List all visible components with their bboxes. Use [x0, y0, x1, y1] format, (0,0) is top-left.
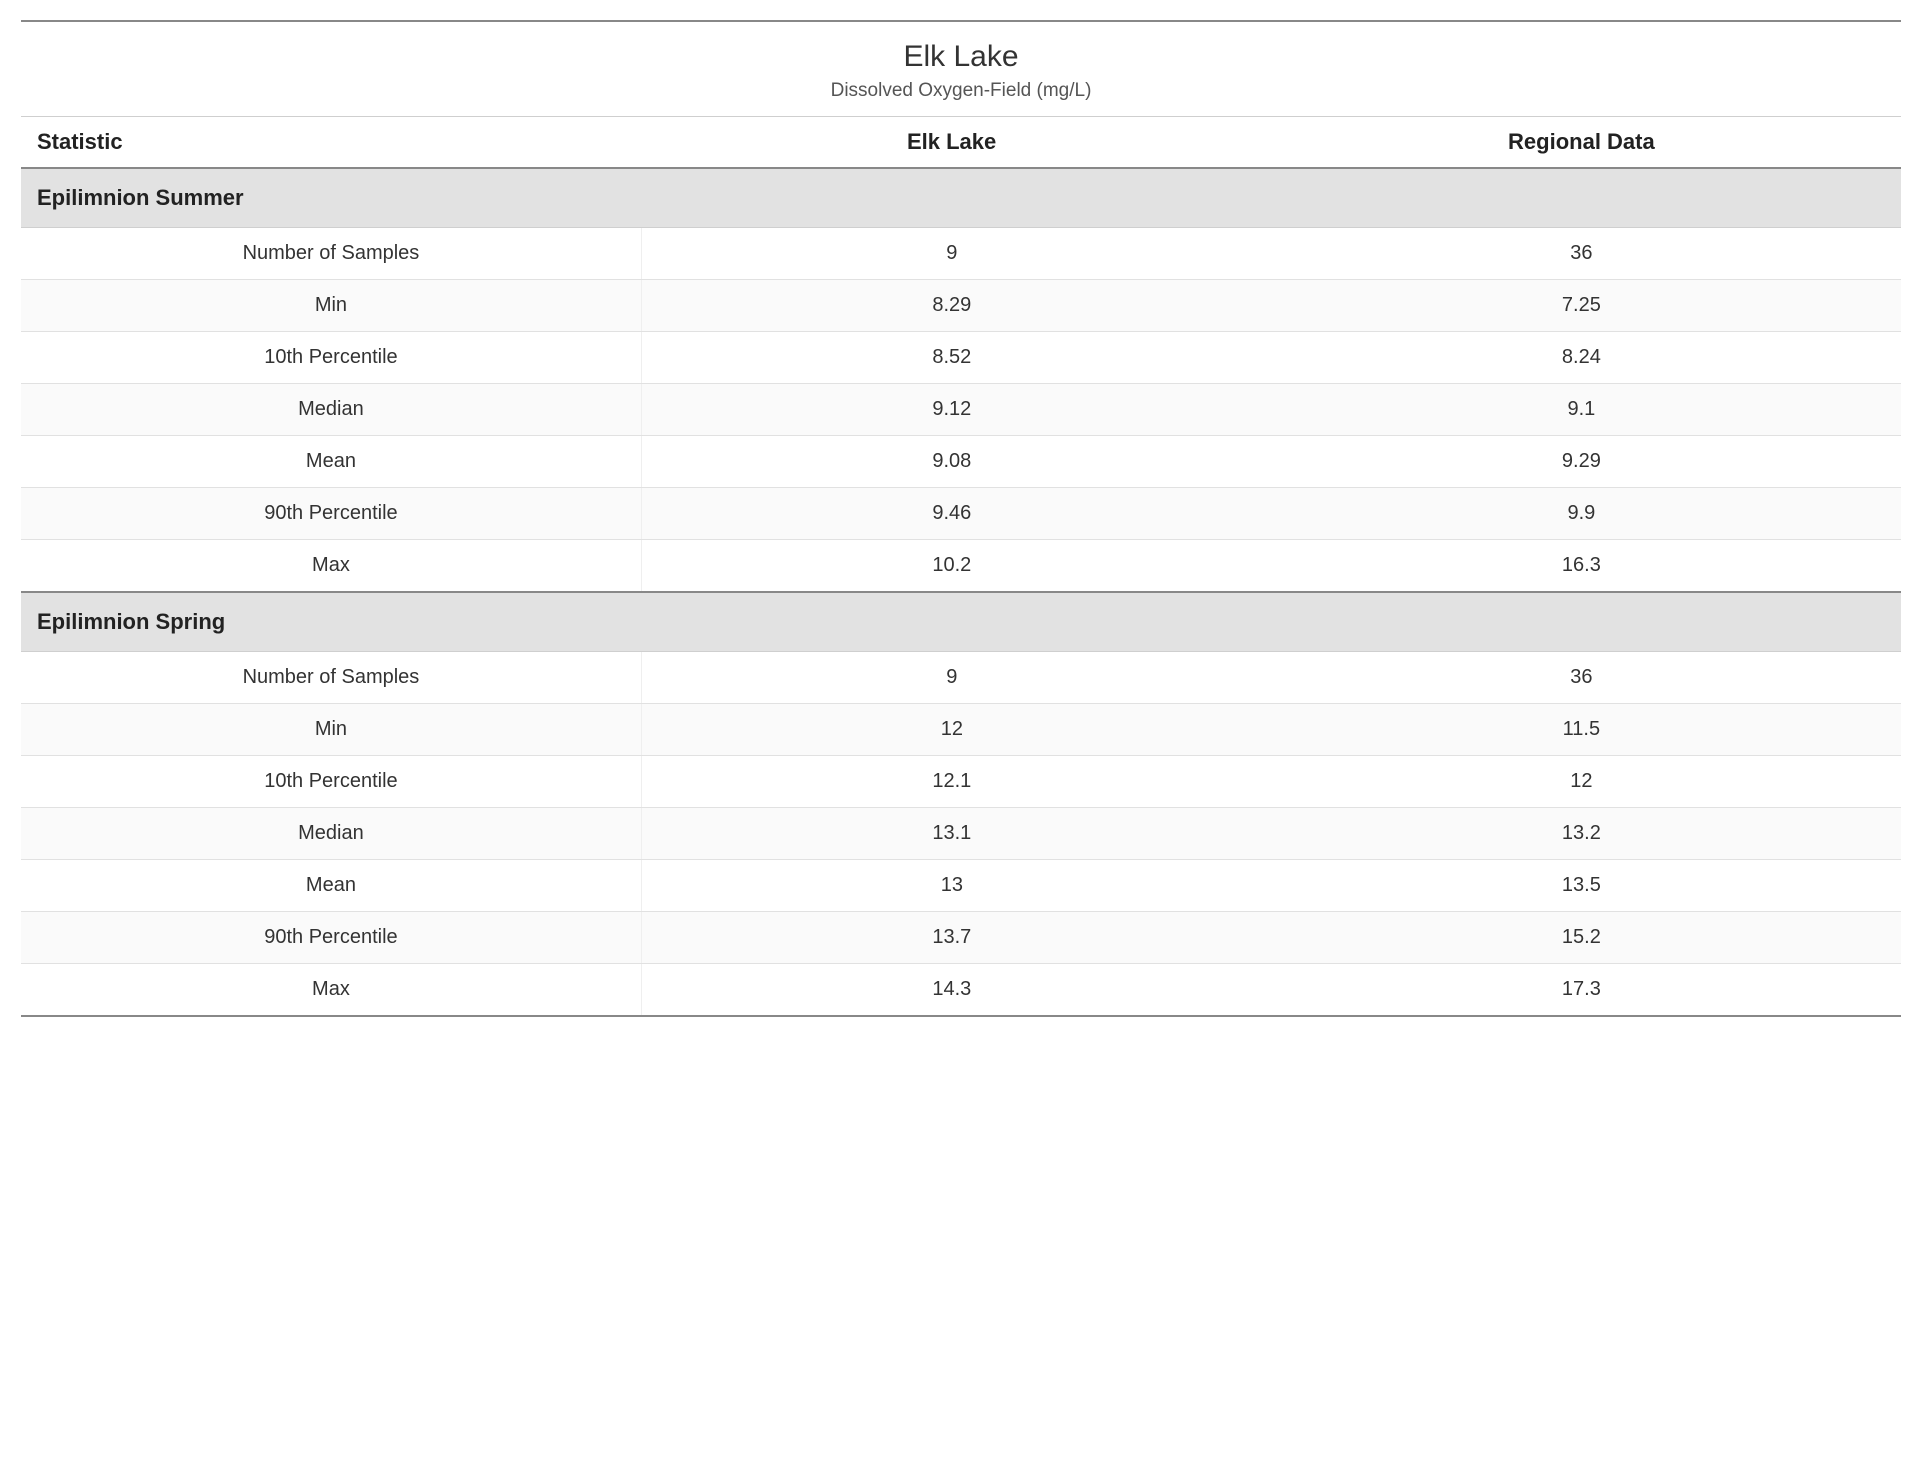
table-body: Epilimnion Summer Number of Samples 9 36…: [21, 168, 1901, 1016]
section-title: Epilimnion Summer: [21, 168, 1901, 228]
region-value: 36: [1262, 652, 1901, 704]
col-region: Regional Data: [1262, 117, 1901, 169]
region-value: 17.3: [1262, 964, 1901, 1017]
region-value: 9.1: [1262, 384, 1901, 436]
region-value: 8.24: [1262, 332, 1901, 384]
region-value: 12: [1262, 756, 1901, 808]
lake-value: 9: [641, 228, 1261, 280]
lake-value: 8.52: [641, 332, 1261, 384]
lake-value: 13.1: [641, 808, 1261, 860]
stat-label: Min: [21, 280, 641, 332]
stat-label: Mean: [21, 860, 641, 912]
lake-value: 12.1: [641, 756, 1261, 808]
stat-label: Median: [21, 808, 641, 860]
stats-table: Statistic Elk Lake Regional Data Epilimn…: [21, 116, 1901, 1017]
table-row: Number of Samples 9 36: [21, 652, 1901, 704]
section-header: Epilimnion Summer: [21, 168, 1901, 228]
lake-value: 14.3: [641, 964, 1261, 1017]
lake-value: 9.46: [641, 488, 1261, 540]
table-row: Number of Samples 9 36: [21, 228, 1901, 280]
page-title: Elk Lake: [21, 40, 1901, 74]
section-header: Epilimnion Spring: [21, 592, 1901, 652]
stat-label: Max: [21, 540, 641, 593]
region-value: 9.29: [1262, 436, 1901, 488]
lake-value: 13.7: [641, 912, 1261, 964]
table-row: Median 9.12 9.1: [21, 384, 1901, 436]
table-row: 10th Percentile 8.52 8.24: [21, 332, 1901, 384]
table-row: 90th Percentile 9.46 9.9: [21, 488, 1901, 540]
table-row: Min 12 11.5: [21, 704, 1901, 756]
lake-value: 10.2: [641, 540, 1261, 593]
stat-label: 10th Percentile: [21, 332, 641, 384]
stat-label: Number of Samples: [21, 228, 641, 280]
region-value: 7.25: [1262, 280, 1901, 332]
table-row: Mean 9.08 9.29: [21, 436, 1901, 488]
lake-value: 9.12: [641, 384, 1261, 436]
region-value: 16.3: [1262, 540, 1901, 593]
stat-label: 90th Percentile: [21, 488, 641, 540]
region-value: 13.2: [1262, 808, 1901, 860]
col-lake: Elk Lake: [641, 117, 1261, 169]
table-row: Mean 13 13.5: [21, 860, 1901, 912]
table-row: Median 13.1 13.2: [21, 808, 1901, 860]
stat-label: Number of Samples: [21, 652, 641, 704]
region-value: 11.5: [1262, 704, 1901, 756]
table-row: Max 10.2 16.3: [21, 540, 1901, 593]
region-value: 15.2: [1262, 912, 1901, 964]
stat-label: Median: [21, 384, 641, 436]
region-value: 13.5: [1262, 860, 1901, 912]
stat-label: 90th Percentile: [21, 912, 641, 964]
lake-value: 12: [641, 704, 1261, 756]
section-title: Epilimnion Spring: [21, 592, 1901, 652]
table-row: Min 8.29 7.25: [21, 280, 1901, 332]
table-header-row: Statistic Elk Lake Regional Data: [21, 117, 1901, 169]
table-container: Elk Lake Dissolved Oxygen-Field (mg/L) S…: [21, 20, 1901, 1017]
page-subtitle: Dissolved Oxygen-Field (mg/L): [21, 80, 1901, 102]
top-rule: [21, 20, 1901, 22]
lake-value: 13: [641, 860, 1261, 912]
region-value: 9.9: [1262, 488, 1901, 540]
table-row: 10th Percentile 12.1 12: [21, 756, 1901, 808]
lake-value: 9.08: [641, 436, 1261, 488]
stat-label: Mean: [21, 436, 641, 488]
table-row: Max 14.3 17.3: [21, 964, 1901, 1017]
lake-value: 9: [641, 652, 1261, 704]
stat-label: Min: [21, 704, 641, 756]
region-value: 36: [1262, 228, 1901, 280]
col-statistic: Statistic: [21, 117, 641, 169]
stat-label: Max: [21, 964, 641, 1017]
stat-label: 10th Percentile: [21, 756, 641, 808]
lake-value: 8.29: [641, 280, 1261, 332]
table-row: 90th Percentile 13.7 15.2: [21, 912, 1901, 964]
